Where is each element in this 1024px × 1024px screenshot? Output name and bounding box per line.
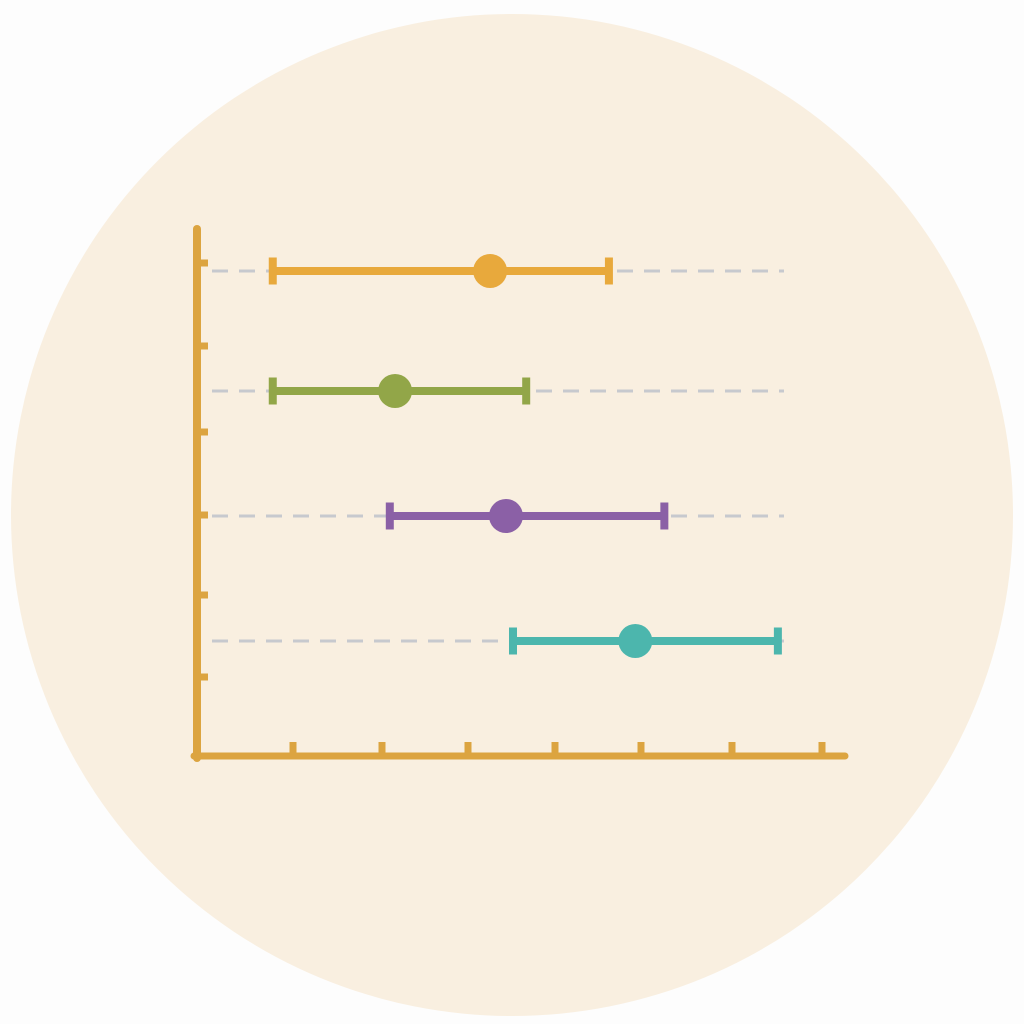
point-marker-row-2 (378, 374, 413, 408)
point-marker-row-1 (473, 254, 508, 288)
point-marker-row-3 (488, 499, 523, 533)
point-marker-row-4 (618, 624, 653, 658)
